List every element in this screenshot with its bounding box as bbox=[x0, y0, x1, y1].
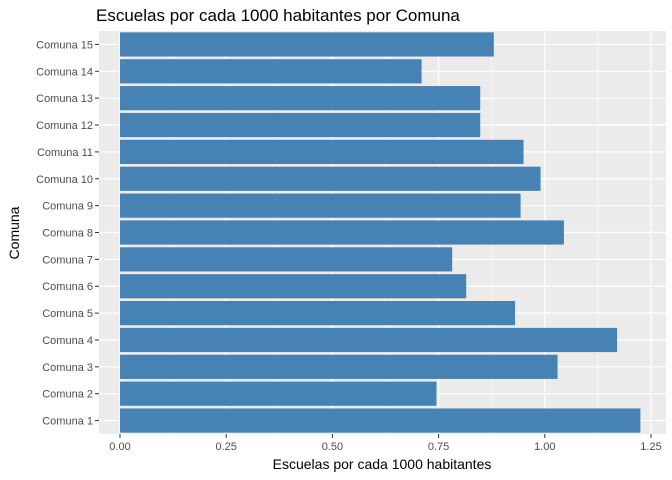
bar-comuna-2 bbox=[120, 381, 437, 406]
x-tick-label: 0.50 bbox=[322, 441, 343, 453]
y-tick-label: Comuna 1 bbox=[42, 416, 93, 428]
bar-comuna-15 bbox=[120, 32, 494, 57]
y-tick-label: Comuna 2 bbox=[42, 389, 93, 401]
bar-comuna-4 bbox=[120, 327, 618, 353]
y-tick-label: Comuna 8 bbox=[42, 228, 93, 240]
bar-comuna-12 bbox=[120, 112, 481, 138]
bar-comuna-13 bbox=[120, 86, 481, 111]
x-tick-label: 1.25 bbox=[640, 441, 661, 453]
y-tick-label: Comuna 3 bbox=[42, 362, 93, 374]
bar-comuna-9 bbox=[120, 193, 521, 218]
y-tick-label: Comuna 13 bbox=[36, 93, 93, 105]
y-tick-label: Comuna 4 bbox=[42, 335, 93, 347]
bar-comuna-5 bbox=[120, 301, 516, 326]
chart-title: Escuelas por cada 1000 habitantes por Co… bbox=[96, 6, 460, 25]
y-tick-label: Comuna 11 bbox=[37, 147, 93, 159]
x-tick-label: 0.75 bbox=[428, 441, 449, 453]
x-axis-title: Escuelas por cada 1000 habitantes bbox=[273, 456, 492, 472]
y-axis: Comuna 1 Comuna 2 Comuna 3 Comuna 4 Comuna 5… bbox=[36, 39, 99, 428]
y-tick-label: Comuna 12 bbox=[36, 120, 93, 132]
y-tick-label: Comuna 14 bbox=[36, 66, 93, 78]
x-tick-label: 1.00 bbox=[534, 441, 555, 453]
x-axis: 0.00 0.25 0.50 0.75 1.00 1.25 bbox=[109, 434, 662, 453]
y-tick-label: Comuna 5 bbox=[42, 308, 93, 320]
x-tick-label: 0.25 bbox=[215, 441, 236, 453]
bar-comuna-10 bbox=[120, 166, 541, 191]
bar-comuna-14 bbox=[120, 59, 422, 84]
bar-comuna-3 bbox=[120, 354, 558, 379]
y-tick-label: Comuna 10 bbox=[36, 174, 93, 186]
bar-comuna-11 bbox=[120, 139, 524, 164]
y-tick-label: Comuna 15 bbox=[36, 39, 93, 51]
y-tick-label: Comuna 6 bbox=[42, 281, 93, 293]
bar-comuna-6 bbox=[120, 274, 467, 299]
bars bbox=[120, 32, 641, 433]
x-tick-label: 0.00 bbox=[109, 441, 130, 453]
y-axis-title: Comuna bbox=[6, 206, 22, 259]
bar-comuna-8 bbox=[120, 220, 564, 245]
y-tick-label: Comuna 7 bbox=[42, 254, 93, 266]
y-tick-label: Comuna 9 bbox=[42, 201, 93, 213]
bar-comuna-1 bbox=[120, 408, 641, 433]
bar-comuna-7 bbox=[120, 247, 453, 272]
